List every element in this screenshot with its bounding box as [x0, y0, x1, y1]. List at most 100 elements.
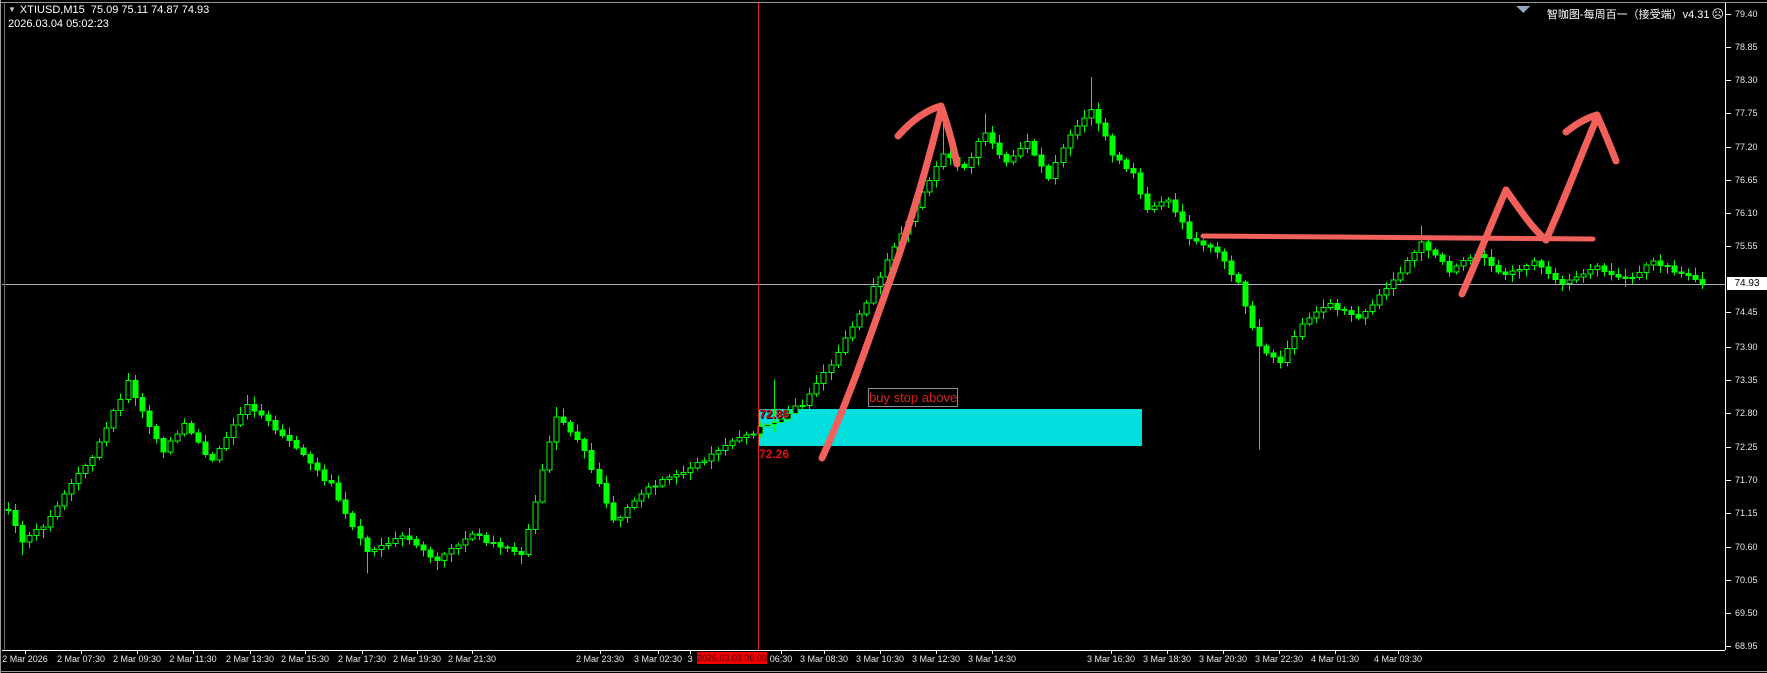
- candle-body: [244, 404, 251, 416]
- time-axis-label: 3 Mar 12:30: [911, 654, 961, 664]
- candle-body: [1439, 254, 1446, 263]
- candle-body: [1109, 135, 1116, 156]
- candle-body: [1369, 304, 1376, 313]
- candle-body: [680, 471, 687, 476]
- time-axis-label: 3 Mar 14:30: [967, 654, 1017, 664]
- time-axis-label: 2 Mar 11:30: [169, 654, 217, 664]
- candle-body: [1024, 141, 1031, 149]
- price-axis-label: 68.95: [1735, 641, 1758, 651]
- price-axis-label: 71.70: [1735, 475, 1758, 485]
- arrow-drawing[interactable]: [889, 106, 945, 276]
- candle-body: [1615, 274, 1622, 278]
- candle-body: [349, 512, 356, 527]
- candle-body: [286, 435, 293, 442]
- candle-body: [1102, 122, 1109, 137]
- time-axis-label: 3 Mar 10:30: [855, 654, 905, 664]
- rectangle-object[interactable]: [758, 409, 1142, 446]
- candle-body: [385, 542, 392, 547]
- candle-body: [1038, 154, 1045, 167]
- candle-body: [1052, 162, 1059, 180]
- candle-body: [75, 472, 82, 485]
- candle-body: [300, 447, 307, 456]
- arrow-drawing[interactable]: [1502, 186, 1550, 244]
- time-axis-label: 2 Mar 15:30: [280, 654, 330, 664]
- drawings-layer: [818, 102, 1620, 462]
- arrow-drawing[interactable]: [1542, 116, 1600, 244]
- candle-body: [335, 482, 342, 501]
- candle-body: [392, 538, 399, 544]
- candle-body: [1284, 348, 1291, 364]
- candle-body: [1095, 109, 1102, 124]
- candle-body: [1186, 221, 1193, 240]
- candle-body: [652, 485, 659, 488]
- candle-body: [216, 447, 223, 461]
- candle-body: [251, 404, 258, 412]
- candle-body: [1074, 125, 1081, 136]
- candle-body: [307, 454, 314, 464]
- candle-body: [1320, 307, 1327, 313]
- candle-body: [659, 478, 666, 487]
- candle-body: [1144, 193, 1151, 211]
- candle-body: [1601, 265, 1608, 272]
- candle-body: [1425, 241, 1432, 251]
- price-axis-label: 75.55: [1735, 241, 1758, 251]
- candle-body: [532, 501, 539, 531]
- price-axis-label: 73.90: [1735, 342, 1758, 352]
- indicator-title: 智咖图-每周百一（接受端）v4.31 ☹: [1547, 6, 1724, 22]
- price-axis-label: 70.05: [1735, 575, 1758, 585]
- time-axis-label: 3 Mar 02:30: [633, 654, 683, 664]
- candle-body: [1432, 249, 1439, 256]
- candle-body: [1699, 279, 1706, 285]
- candle-body: [1671, 265, 1678, 273]
- candle-body: [933, 165, 940, 181]
- candle-body: [820, 372, 827, 384]
- candle-body: [778, 418, 785, 423]
- candle-body: [1678, 271, 1685, 275]
- candle-body: [1003, 153, 1010, 163]
- time-axis-label: 3 Mar 16:30: [1086, 654, 1136, 664]
- candle-body: [771, 421, 778, 425]
- price-axis-label: 69.50: [1735, 608, 1758, 618]
- candle-body: [342, 499, 349, 514]
- price-axis-label: 77.20: [1735, 142, 1758, 152]
- candle-body: [1664, 265, 1671, 268]
- candle-body: [455, 544, 462, 549]
- candle-body: [1270, 352, 1277, 358]
- candle-body: [961, 163, 968, 168]
- price-axis-label: 74.45: [1735, 307, 1758, 317]
- candle-body: [434, 556, 441, 562]
- candle-body: [167, 440, 174, 453]
- candle-body: [1060, 147, 1067, 164]
- chart-shift-marker-icon[interactable]: [1516, 6, 1530, 13]
- candle-body: [1045, 165, 1052, 180]
- candle-body: [673, 474, 680, 478]
- candle-body: [835, 351, 842, 366]
- candle-body: [153, 426, 160, 439]
- buy-stop-label[interactable]: buy stop above: [868, 388, 958, 407]
- candle-body: [638, 493, 645, 502]
- candle-body: [1411, 252, 1418, 262]
- candle-body: [1193, 238, 1200, 242]
- candle-body: [40, 526, 47, 531]
- arrow-drawing[interactable]: [937, 102, 961, 168]
- arrow-drawing[interactable]: [818, 268, 897, 462]
- trendline-object[interactable]: [1200, 233, 1596, 242]
- arrow-drawing[interactable]: [1593, 111, 1620, 165]
- candle-body: [1404, 260, 1411, 274]
- candle-body: [539, 469, 546, 503]
- candle-body: [1383, 287, 1390, 296]
- arrow-drawing[interactable]: [894, 102, 945, 140]
- arrow-drawing[interactable]: [1458, 186, 1510, 298]
- time-axis-label: 3 Mar 08:30: [799, 654, 849, 664]
- symbol-dropdown-icon[interactable]: ▼: [8, 5, 16, 14]
- candle-body: [378, 545, 385, 551]
- candle-body: [792, 405, 799, 415]
- candle-body: [1552, 273, 1559, 281]
- candle-body: [553, 416, 560, 443]
- candle-body: [828, 364, 835, 374]
- candle-body: [1650, 260, 1657, 266]
- candle-body: [272, 419, 279, 431]
- candle-body: [237, 414, 244, 426]
